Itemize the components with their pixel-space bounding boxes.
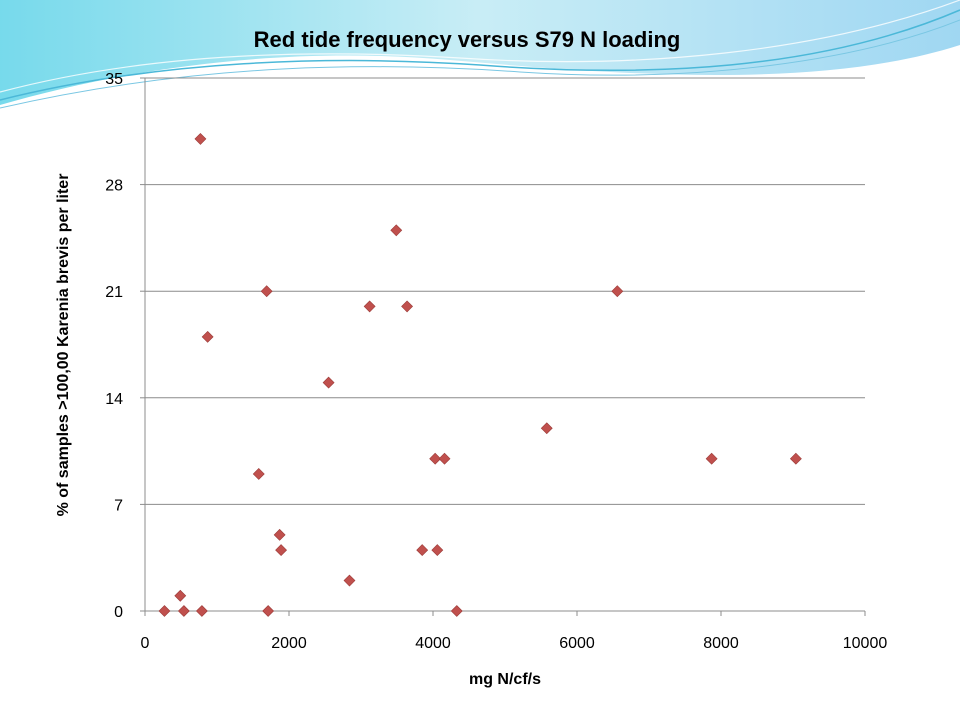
y-tick-label: 21 [105, 284, 123, 301]
gridlines [145, 77, 865, 505]
data-point [705, 452, 718, 465]
data-point [201, 330, 214, 343]
y-tick-label: 35 [105, 71, 123, 88]
data-point [252, 468, 265, 480]
data-point [390, 224, 403, 237]
data-point [177, 605, 190, 617]
data-point [611, 285, 624, 298]
chart-title: Red tide frequency versus S79 N loading [254, 27, 681, 52]
x-tick-label: 0 [141, 635, 150, 652]
x-tick-label: 2000 [271, 635, 307, 652]
data-point [438, 452, 451, 465]
x-tick-label: 6000 [559, 635, 595, 652]
data-point [260, 285, 273, 298]
data-point [416, 544, 429, 557]
data-point [401, 300, 414, 313]
y-tick-labels: 0 7 14 21 28 35 [105, 71, 123, 621]
data-point [194, 132, 207, 145]
y-axis-label: % of samples >100,00 Karenia brevis per … [55, 174, 72, 517]
data-point [789, 452, 802, 465]
x-axis-label: mg N/cf/s [469, 671, 541, 688]
data-point [262, 605, 275, 617]
data-point [322, 376, 335, 389]
data-point [343, 574, 356, 587]
y-tick-label: 14 [105, 391, 123, 408]
x-tick-label: 8000 [703, 635, 739, 652]
y-tick-label: 0 [114, 604, 123, 621]
data-point [429, 452, 442, 465]
x-tick-label: 10000 [843, 635, 888, 652]
data-points [158, 132, 802, 617]
data-point [431, 544, 444, 557]
data-point [275, 544, 288, 557]
x-tick-labels: 0 2000 4000 6000 8000 10000 [141, 635, 888, 652]
data-point [450, 605, 463, 617]
axes [140, 77, 866, 616]
data-point [195, 605, 208, 617]
data-point [273, 528, 286, 541]
x-tick-label: 4000 [415, 635, 451, 652]
data-point [363, 300, 376, 313]
data-point [174, 589, 187, 602]
y-tick-label: 28 [105, 178, 123, 195]
y-tick-label: 7 [114, 497, 123, 514]
data-point [540, 422, 553, 435]
data-point [158, 605, 171, 617]
